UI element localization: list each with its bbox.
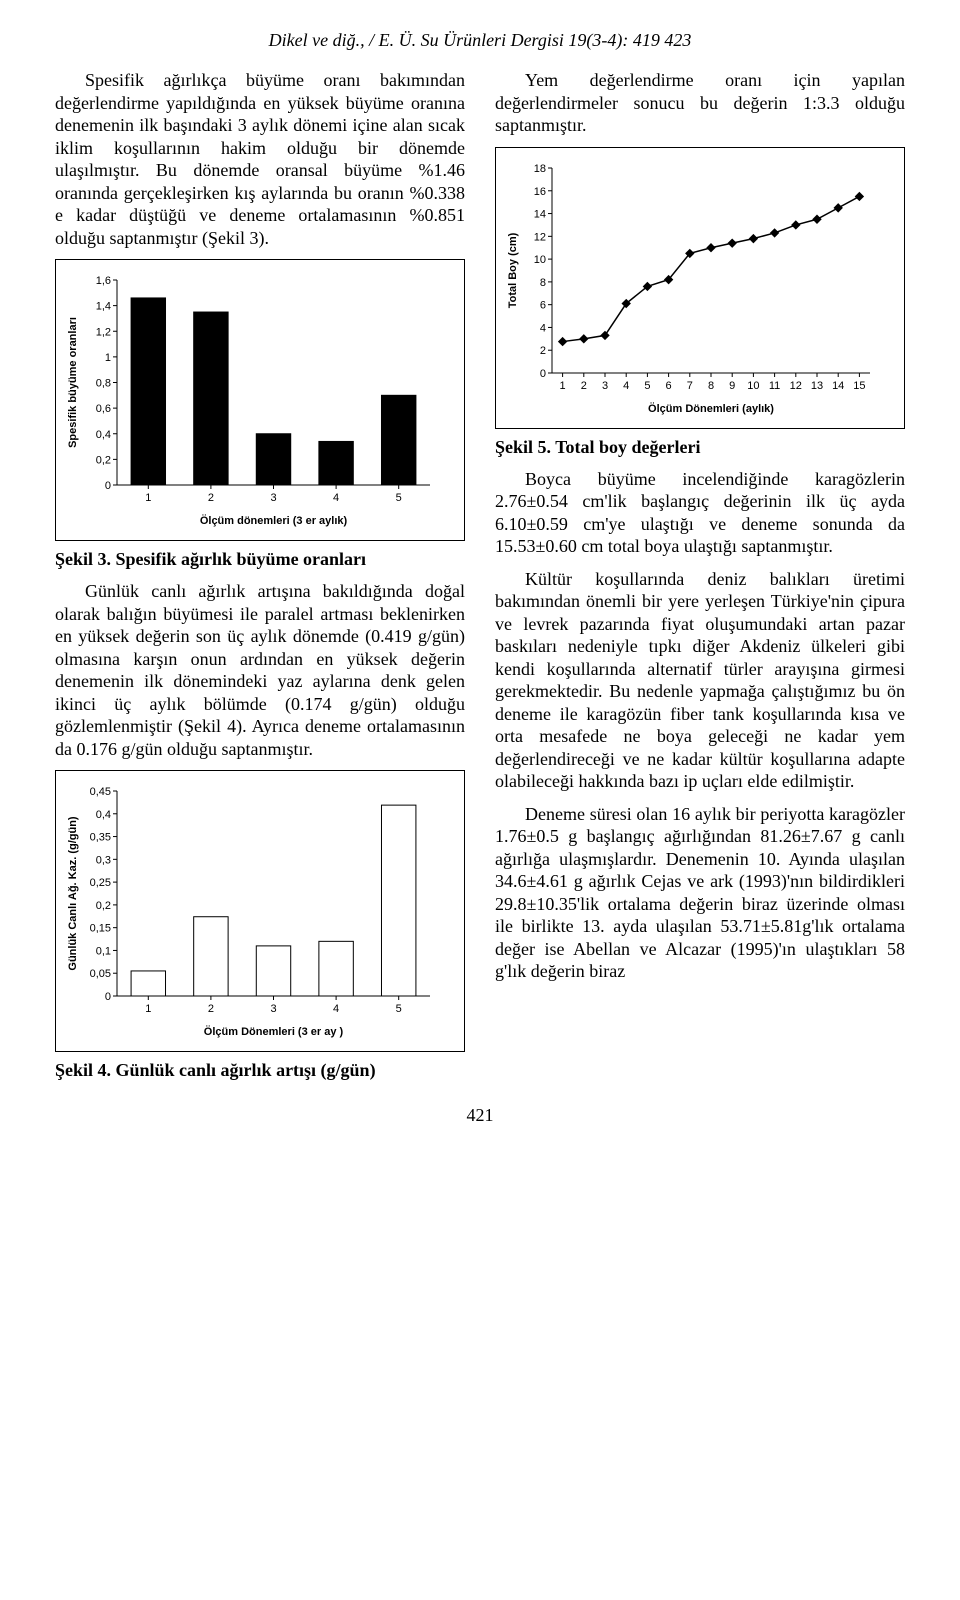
right-paragraph-3: Kültür koşullarında deniz balıkları üret… — [495, 568, 905, 793]
page-number: 421 — [55, 1105, 905, 1126]
right-paragraph-2: Boyca büyüme incelendiğinde karagözlerin… — [495, 468, 905, 558]
svg-text:10: 10 — [747, 380, 759, 392]
svg-text:4: 4 — [333, 1003, 339, 1015]
svg-text:Spesifik büyüme oranları: Spesifik büyüme oranları — [67, 317, 79, 448]
left-column: Spesifik ağırlıkça büyüme oranı bakımınd… — [55, 69, 465, 1091]
right-paragraph-4: Deneme süresi olan 16 aylık bir periyott… — [495, 803, 905, 983]
svg-text:0,3: 0,3 — [96, 854, 111, 866]
svg-text:Ölçüm Dönemleri (3 er ay ): Ölçüm Dönemleri (3 er ay ) — [204, 1025, 344, 1038]
figure-5-chart: 024681012141618123456789101112131415Ölçü… — [502, 158, 882, 418]
svg-text:0,35: 0,35 — [90, 832, 111, 844]
svg-text:6: 6 — [666, 380, 672, 392]
svg-text:9: 9 — [729, 380, 735, 392]
left-paragraph-1: Spesifik ağırlıkça büyüme oranı bakımınd… — [55, 69, 465, 249]
svg-text:14: 14 — [832, 380, 844, 392]
svg-text:4: 4 — [623, 380, 629, 392]
svg-text:0,2: 0,2 — [96, 900, 111, 912]
svg-text:0,2: 0,2 — [96, 454, 111, 466]
svg-text:10: 10 — [534, 254, 546, 266]
svg-text:12: 12 — [534, 231, 546, 243]
svg-text:2: 2 — [581, 380, 587, 392]
svg-text:3: 3 — [602, 380, 608, 392]
svg-text:1: 1 — [145, 1003, 151, 1015]
svg-text:0,05: 0,05 — [90, 968, 111, 980]
journal-header: Dikel ve diğ., / E. Ü. Su Ürünleri Dergi… — [55, 30, 905, 51]
svg-text:5: 5 — [396, 1003, 402, 1015]
svg-text:6: 6 — [540, 299, 546, 311]
svg-text:Ölçüm dönemleri (3 er aylık): Ölçüm dönemleri (3 er aylık) — [200, 514, 348, 527]
right-paragraph-1: Yem değerlendirme oranı için yapılan değ… — [495, 69, 905, 137]
svg-text:0,4: 0,4 — [96, 809, 111, 821]
svg-text:18: 18 — [534, 163, 546, 175]
svg-text:0: 0 — [540, 368, 546, 380]
svg-text:11: 11 — [769, 380, 780, 392]
left-paragraph-2: Günlük canlı ağırlık artışına bakıldığın… — [55, 580, 465, 760]
svg-text:0,15: 0,15 — [90, 923, 111, 935]
svg-text:0,25: 0,25 — [90, 877, 111, 889]
svg-text:0: 0 — [105, 480, 111, 492]
svg-text:2: 2 — [208, 1003, 214, 1015]
svg-text:0,45: 0,45 — [90, 786, 111, 798]
svg-text:0: 0 — [105, 991, 111, 1003]
svg-text:15: 15 — [853, 380, 865, 392]
svg-text:12: 12 — [790, 380, 802, 392]
svg-text:1: 1 — [105, 352, 111, 364]
figure-3-caption: Şekil 3. Spesifik ağırlık büyüme oranlar… — [55, 549, 465, 570]
svg-text:14: 14 — [534, 208, 546, 220]
svg-text:2: 2 — [208, 492, 214, 504]
svg-text:Total Boy (cm): Total Boy (cm) — [507, 232, 519, 308]
svg-text:5: 5 — [644, 380, 650, 392]
svg-text:Günlük Canlı Ağ. Kaz. (g/gün): Günlük Canlı Ağ. Kaz. (g/gün) — [67, 816, 79, 971]
figure-5-box: 024681012141618123456789101112131415Ölçü… — [495, 147, 905, 429]
svg-text:0,8: 0,8 — [96, 378, 111, 390]
svg-text:8: 8 — [708, 380, 714, 392]
svg-text:8: 8 — [540, 276, 546, 288]
right-column: Yem değerlendirme oranı için yapılan değ… — [495, 69, 905, 1091]
svg-text:0,4: 0,4 — [96, 429, 111, 441]
figure-3-box: 0 0,2 0,4 0,6 0,8 1 1,2 1,4 1,6 1 2 3 4 5 Ölçüm döneml… — [55, 259, 465, 541]
svg-text:13: 13 — [811, 380, 823, 392]
svg-text:1,2: 1,2 — [96, 326, 111, 338]
svg-text:0,1: 0,1 — [96, 945, 111, 957]
svg-text:4: 4 — [540, 322, 546, 334]
two-column-layout: Spesifik ağırlıkça büyüme oranı bakımınd… — [55, 69, 905, 1091]
figure-4-caption: Şekil 4. Günlük canlı ağırlık artışı (g/… — [55, 1060, 465, 1081]
svg-text:0,6: 0,6 — [96, 403, 111, 415]
svg-text:Ölçüm Dönemleri (aylık): Ölçüm Dönemleri (aylık) — [648, 402, 774, 415]
figure-4-chart: 0 0,05 0,1 0,15 0,2 0,25 0,3 0,35 0,4 0,45 1 2 3 4 5 Öl… — [62, 781, 442, 1041]
svg-text:3: 3 — [270, 1003, 276, 1015]
figure-5-caption: Şekil 5. Total boy değerleri — [495, 437, 905, 458]
svg-text:2: 2 — [540, 345, 546, 357]
svg-text:16: 16 — [534, 185, 546, 197]
figure-3-chart: 0 0,2 0,4 0,6 0,8 1 1,2 1,4 1,6 1 2 3 4 5 Ölçüm döneml… — [62, 270, 442, 530]
svg-text:3: 3 — [270, 492, 276, 504]
svg-text:1,6: 1,6 — [96, 275, 111, 287]
svg-text:7: 7 — [687, 380, 693, 392]
figure-4-box: 0 0,05 0,1 0,15 0,2 0,25 0,3 0,35 0,4 0,45 1 2 3 4 5 Öl… — [55, 770, 465, 1052]
svg-text:1: 1 — [560, 380, 566, 392]
svg-text:1,4: 1,4 — [96, 301, 111, 313]
svg-text:1: 1 — [145, 492, 151, 504]
svg-text:4: 4 — [333, 492, 339, 504]
svg-text:5: 5 — [396, 492, 402, 504]
